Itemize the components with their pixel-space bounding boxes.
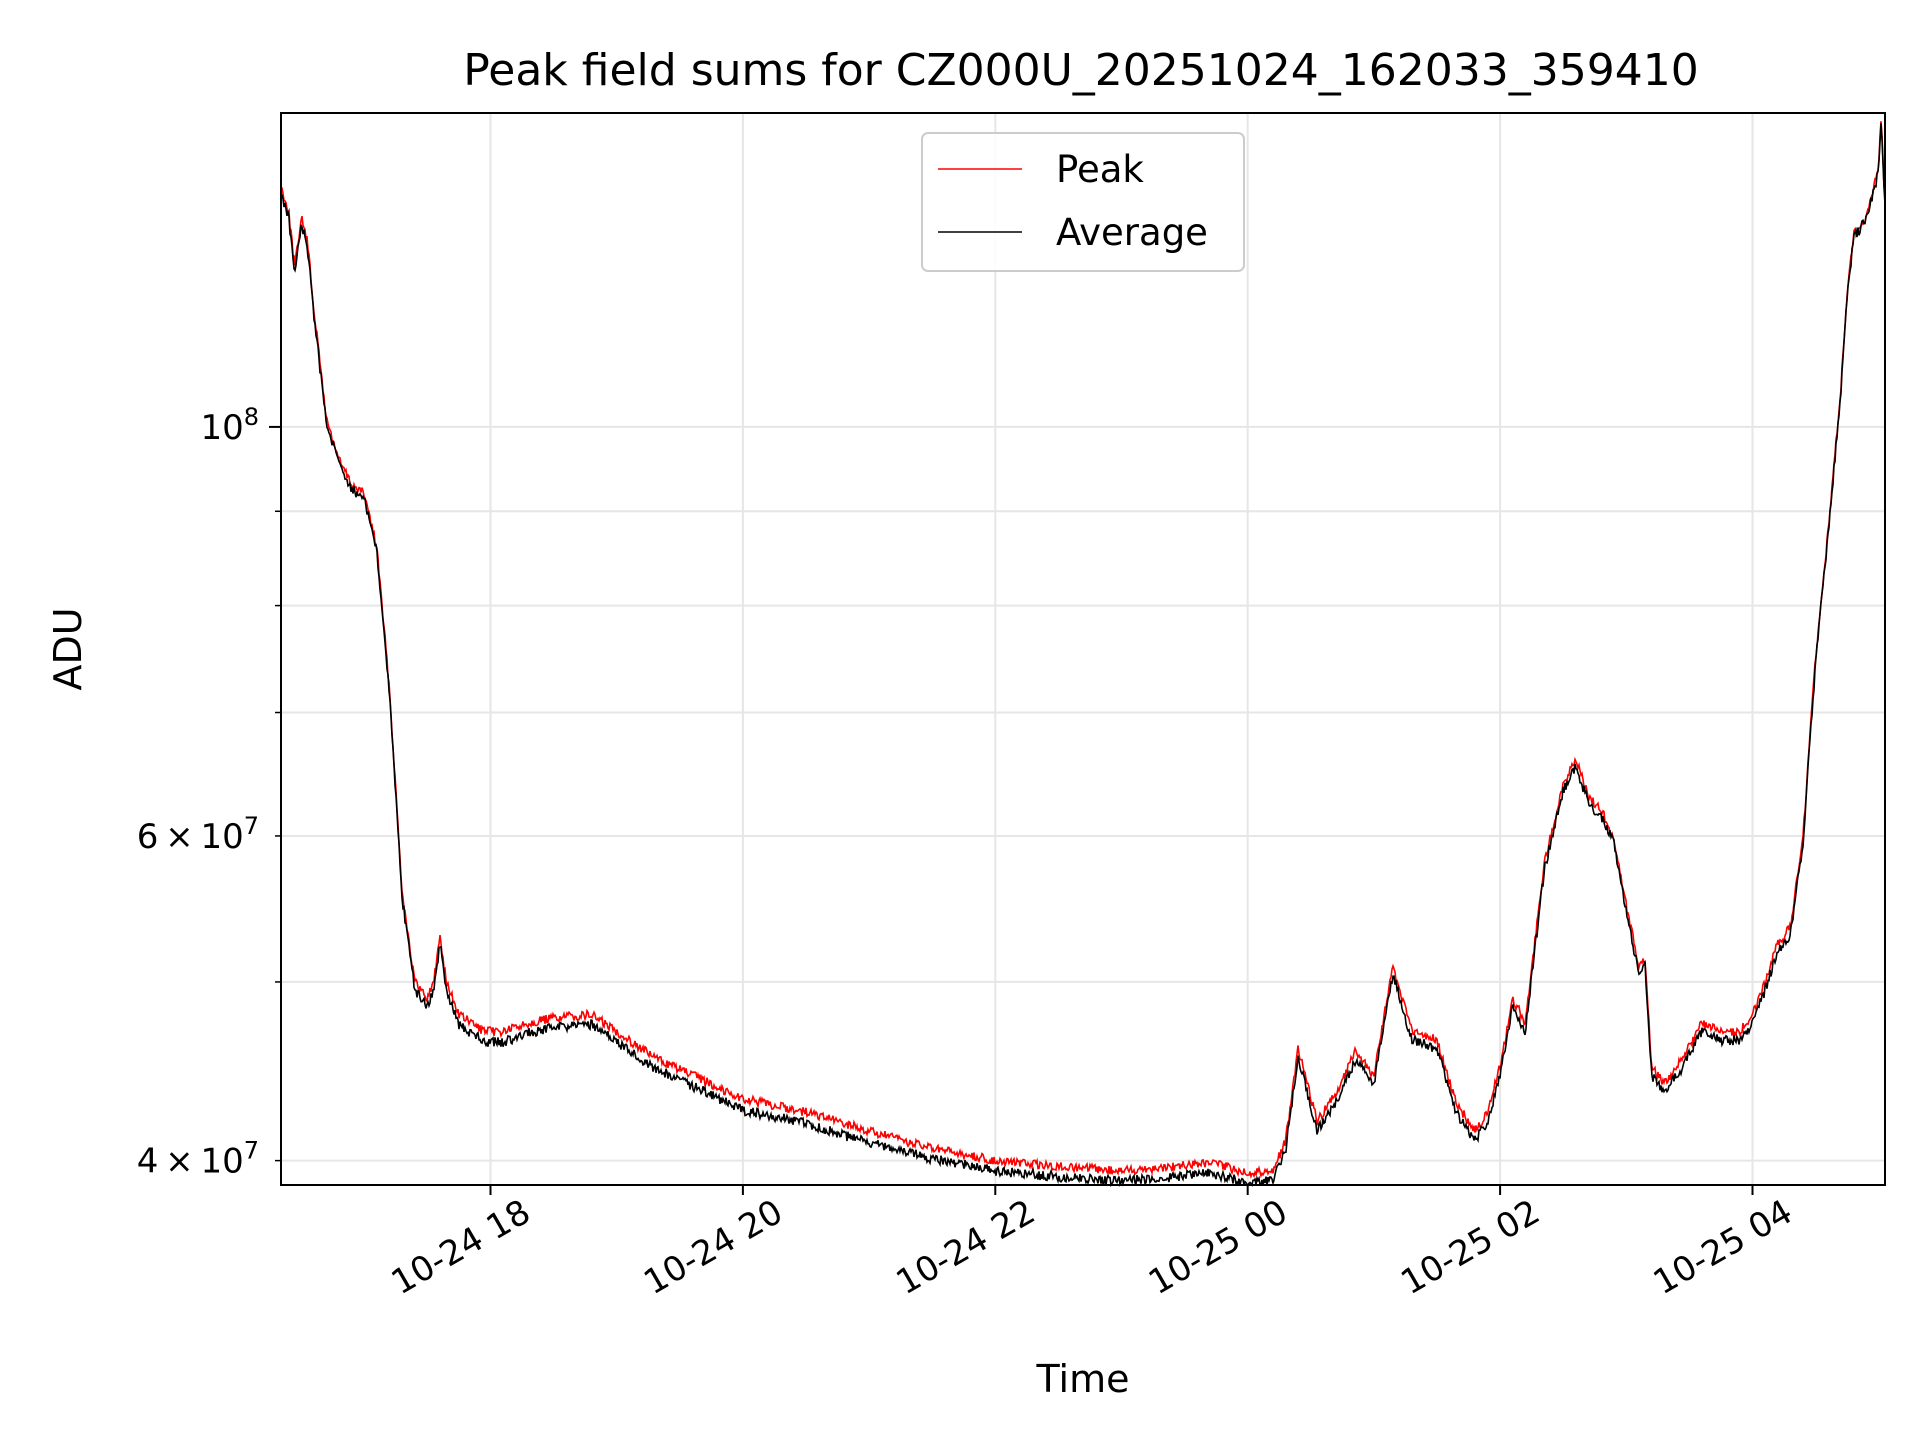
y-tick-label: 4 × 107 [137,1137,259,1182]
y-tick-label: 108 [200,403,259,448]
y-tick-label: 6 × 107 [137,812,259,857]
y-axis-ticks: 108 4 × 107 6 × 107 [137,403,281,1182]
chart-title: Peak field sums for CZ000U_20251024_1620… [463,45,1698,96]
series-line-average [280,123,1886,1188]
legend-average-label: Average [1056,211,1208,254]
x-axis-label: Time [1036,1357,1130,1401]
series-layer [280,121,1886,1188]
y-axis-label: ADU [46,607,90,690]
plot-frame [280,112,1886,1186]
grid [281,113,1885,1185]
legend: Peak Average [921,132,1245,272]
legend-peak-label: Peak [1056,148,1144,191]
legend-box [921,132,1245,272]
series-line-peak [280,121,1886,1180]
